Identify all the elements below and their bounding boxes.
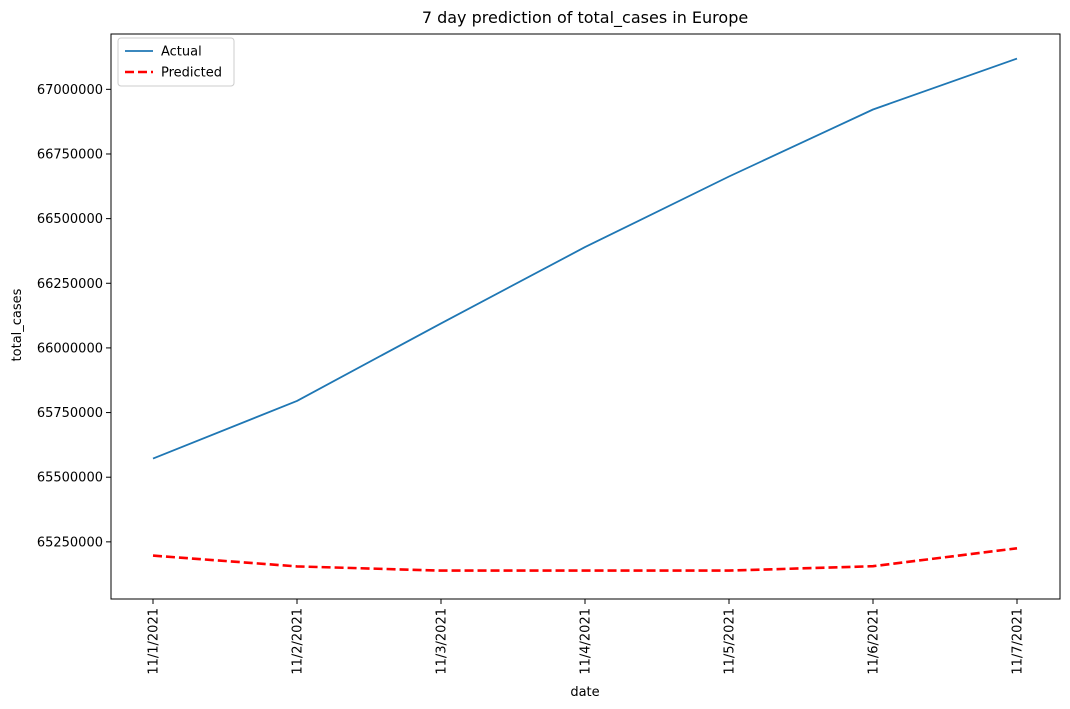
x-tick-label: 11/6/2021 [867,608,882,675]
legend: Actual Predicted [117,37,235,87]
x-tick-label: 11/3/2021 [435,608,450,675]
y-tick-label: 66750000 [37,147,103,162]
y-axis-title: total_cases [10,288,25,361]
x-axis: 11/1/2021 11/2/2021 11/3/2021 11/4/2021 11/5… [147,599,1026,675]
series-line-actual [152,57,1018,460]
legend-label-predicted: Predicted [161,66,222,81]
x-tick-label: 11/2/2021 [291,608,306,675]
x-tick-label: 11/7/2021 [1011,608,1026,675]
y-tick-label: 65500000 [37,471,103,486]
legend-box [117,37,235,87]
y-axis: 65250000 65500000 65750000 66000000 66250000… [37,83,111,550]
y-tick-label: 66250000 [37,277,103,292]
y-tick-label: 66500000 [37,212,103,227]
y-tick-label: 67000000 [37,83,103,98]
x-tick-label: 11/5/2021 [723,608,738,675]
series-layer [152,57,1018,572]
chart-title: 7 day prediction of total_cases in Europ… [422,8,748,28]
series-line-predicted [152,547,1018,572]
x-tick-label: 11/4/2021 [579,608,594,675]
x-axis-title: date [570,685,599,700]
legend-label-actual: Actual [161,45,202,60]
x-tick-label: 11/1/2021 [147,608,162,675]
y-tick-label: 65250000 [37,535,103,550]
y-tick-label: 65750000 [37,406,103,421]
y-tick-label: 66000000 [37,341,103,356]
